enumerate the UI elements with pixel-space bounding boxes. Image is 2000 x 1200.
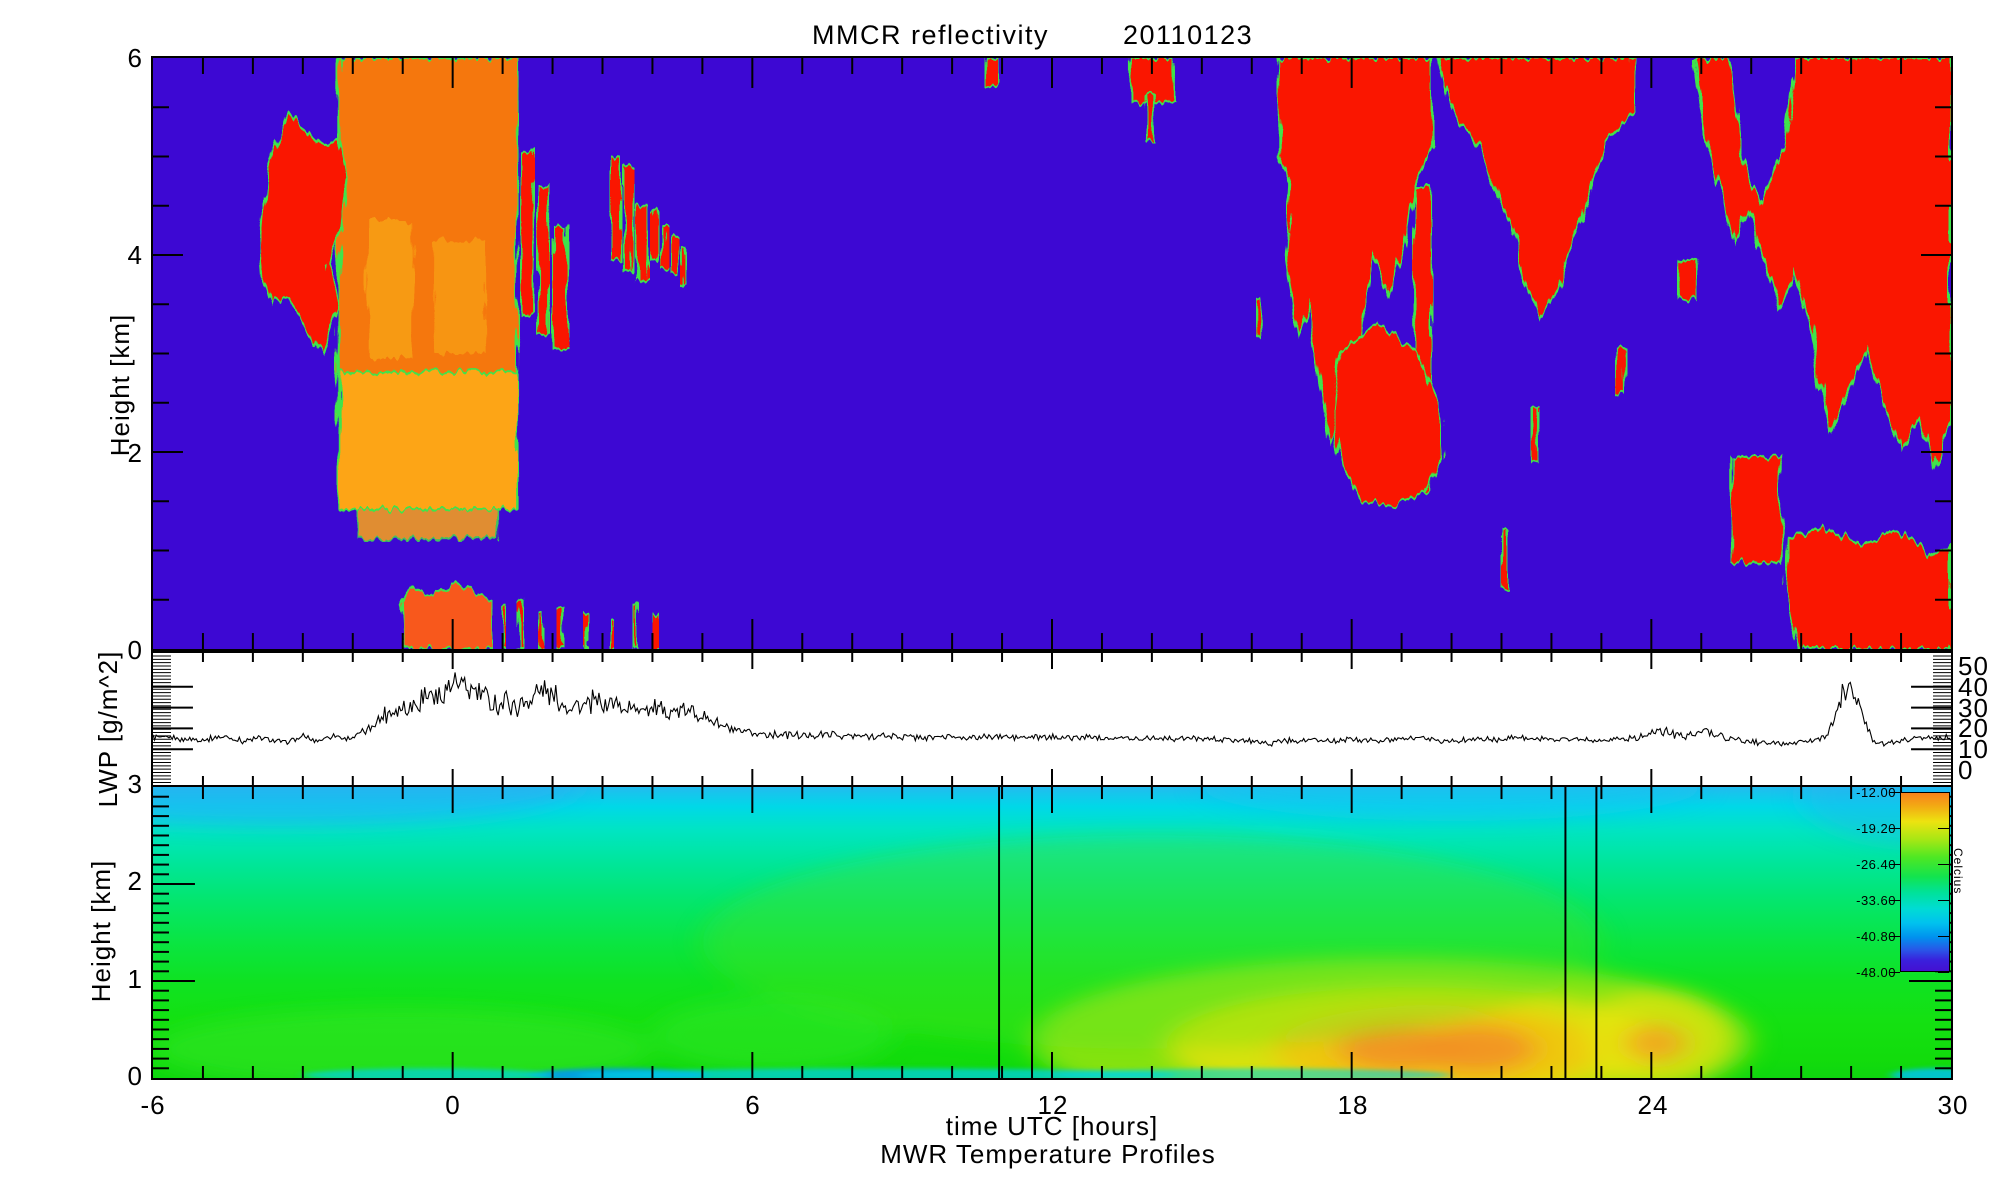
colorbar-tick-label: -26.40 [1856, 857, 1896, 872]
colorbar-tick-label: -40.80 [1856, 929, 1896, 944]
x-axis-tick-label: 0 [445, 1090, 461, 1120]
bottom-panel-title: MWR Temperature Profiles [880, 1139, 1216, 1169]
colorbar-tick [1938, 900, 1949, 901]
lwp-timeseries [153, 653, 1951, 785]
chart-title: MMCR reflectivity 20110123 [812, 20, 1253, 51]
chart-title-text: MMCR reflectivity [812, 20, 1050, 50]
colorbar-tick [1890, 792, 1900, 793]
colorbar-tick [1938, 828, 1949, 829]
mwr-y-tick-label: 3 [127, 769, 143, 799]
lwp-y-tick-label: 20 [1958, 713, 1989, 744]
colorbar-tick [1938, 936, 1949, 937]
mwr-y-tick-label: 2 [127, 866, 143, 897]
lwp-y-tick-label: 40 [1958, 671, 1989, 702]
x-axis-title: time UTC [hours] [945, 1111, 1159, 1141]
colorbar-tick-label: -19.20 [1856, 821, 1896, 836]
colorbar-tick-label: -12.00 [1856, 785, 1896, 800]
x-axis-tick-label: 18 [1337, 1090, 1369, 1120]
mwr-temperature-heatmap [153, 787, 1951, 1078]
mwr-y-tick-label: 1 [127, 963, 143, 994]
mmcr-y-tick-label: 0 [127, 635, 143, 666]
x-axis-tick-label: 12 [1037, 1090, 1069, 1120]
x-axis-tick-label: 24 [1637, 1090, 1669, 1120]
colorbar-tick-label: -48.00 [1856, 965, 1896, 980]
colorbar-tick [1938, 792, 1949, 793]
colorbar-tick [1938, 972, 1949, 973]
mwr-y-tick-label: 0 [127, 1061, 143, 1091]
mmcr-reflectivity-heatmap [153, 58, 1951, 649]
chart-date: 20110123 [1123, 20, 1254, 50]
lwp-panel [151, 651, 1953, 787]
x-axis-tick-label: 30 [1937, 1090, 1969, 1120]
colorbar [1900, 792, 1950, 972]
mwr-temperature-panel [151, 785, 1953, 1080]
colorbar-tick [1890, 972, 1900, 973]
colorbar-unit-label: Celcius [1951, 848, 1965, 895]
mmcr-y-tick-label: 4 [127, 240, 143, 271]
lwp-y-tick-label: 0 [1958, 755, 1974, 785]
lwp-y-tick-label: 30 [1958, 692, 1989, 723]
colorbar-tick [1890, 900, 1900, 901]
colorbar-tick [1890, 864, 1900, 865]
x-axis-tick-label: -6 [140, 1090, 166, 1120]
colorbar-tick [1890, 828, 1900, 829]
mmcr-reflectivity-panel [151, 56, 1953, 651]
colorbar-tick [1938, 864, 1949, 865]
lwp-y-tick-label: 50 [1958, 651, 1989, 681]
colorbar-tick-label: -33.60 [1856, 893, 1896, 908]
mmcr-y-tick-label: 6 [127, 43, 143, 73]
lwp-y-tick-label: 10 [1958, 734, 1989, 765]
x-axis-tick-label: 6 [745, 1090, 761, 1120]
mmcr-y-tick-label: 2 [127, 437, 143, 468]
colorbar-tick [1890, 936, 1900, 937]
